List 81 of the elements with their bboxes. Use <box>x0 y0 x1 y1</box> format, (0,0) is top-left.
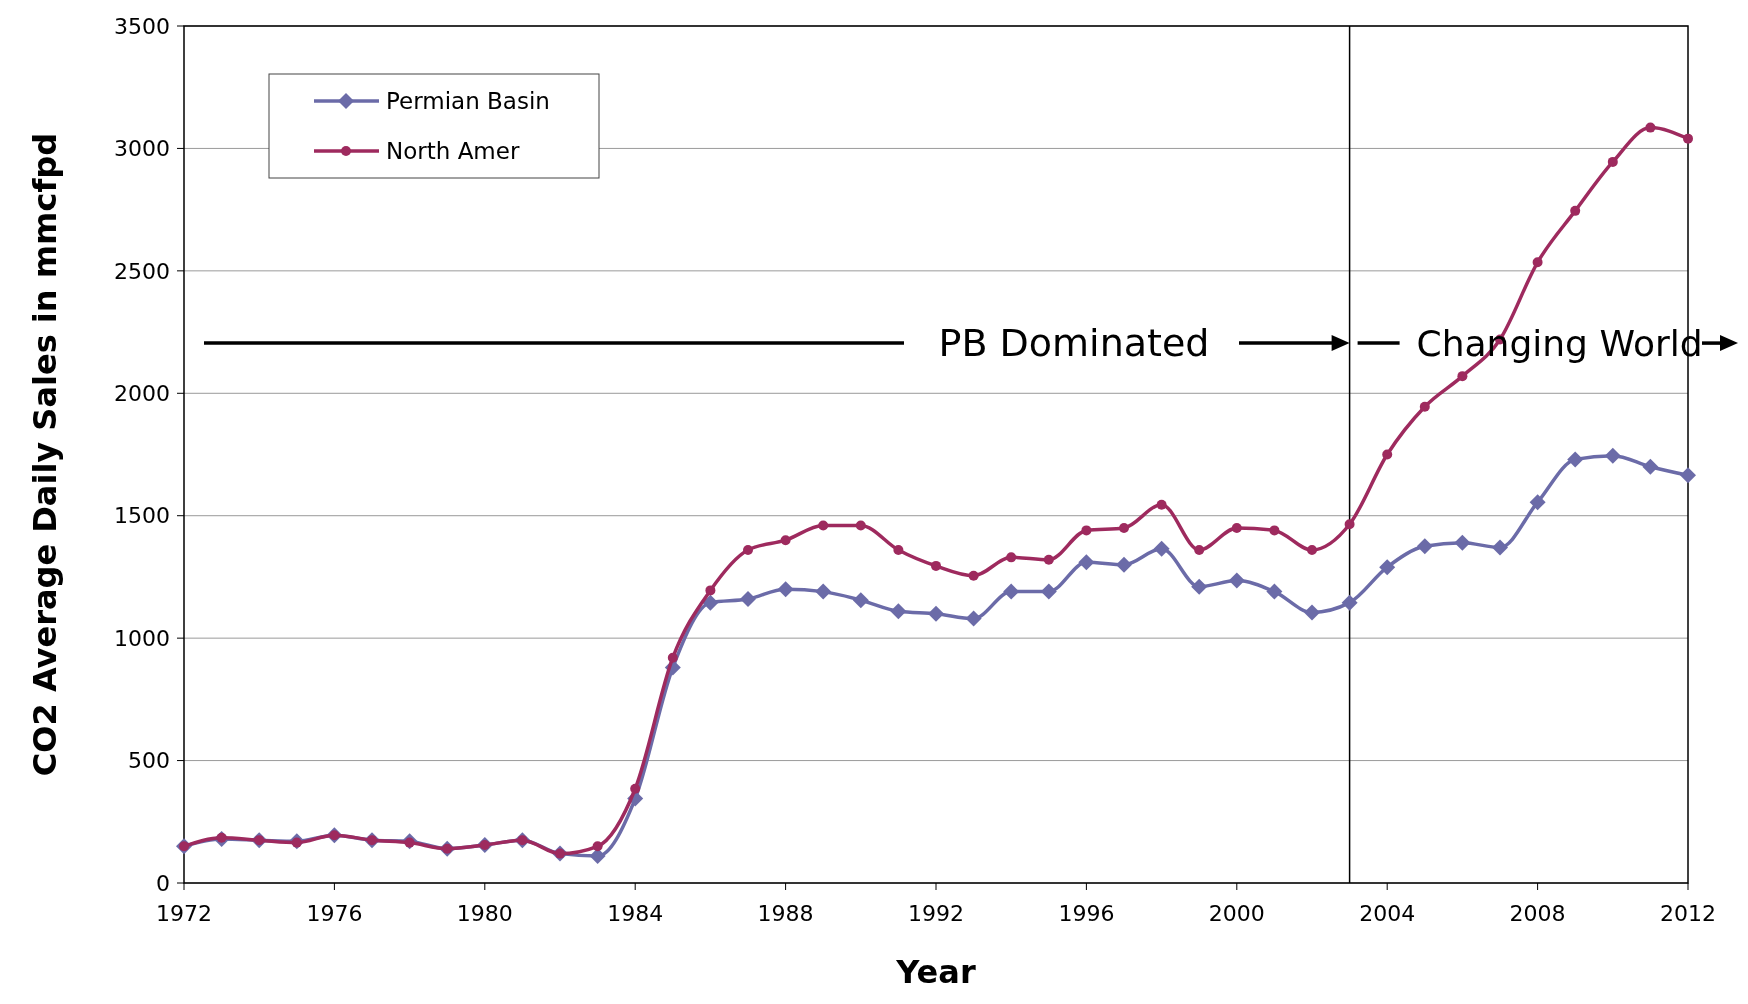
point <box>1341 594 1358 611</box>
point <box>852 592 869 609</box>
point <box>777 581 794 598</box>
point <box>1003 583 1020 600</box>
y-tick-label: 1500 <box>114 503 170 529</box>
x-tick-label: 1992 <box>908 901 964 926</box>
point <box>780 535 791 546</box>
y-tick-label: 2000 <box>114 380 170 406</box>
point <box>592 841 603 852</box>
x-tick-label: 1996 <box>1058 901 1115 926</box>
point <box>630 783 641 794</box>
point <box>1532 257 1543 268</box>
point <box>702 594 719 611</box>
x-tick-label: 2004 <box>1359 901 1416 926</box>
point <box>1379 559 1396 576</box>
point <box>1454 534 1471 551</box>
point <box>743 545 753 555</box>
point <box>1457 371 1468 382</box>
x-tick-label: 1976 <box>306 901 363 926</box>
point <box>1492 539 1508 556</box>
y-tick-label: 3500 <box>114 13 170 39</box>
x-tick-label: 2000 <box>1208 901 1265 926</box>
point <box>1006 552 1017 563</box>
point <box>1344 519 1355 530</box>
y-tick-label: 0 <box>156 870 170 896</box>
point <box>815 583 832 600</box>
point <box>1683 133 1693 144</box>
point <box>1680 467 1696 484</box>
y-axis-title: CO2 Average Daily Sales in mmcfpd <box>26 132 64 777</box>
point <box>1194 545 1205 555</box>
point <box>1078 554 1095 571</box>
point <box>1116 556 1132 573</box>
point <box>1040 583 1057 600</box>
point <box>1043 554 1054 565</box>
y-tick-label: 3000 <box>114 136 170 162</box>
point <box>1228 572 1245 589</box>
annotation: PB Dominated <box>938 321 1210 366</box>
point <box>705 585 716 596</box>
point <box>740 590 756 607</box>
point <box>1307 545 1317 555</box>
point <box>589 848 606 865</box>
point <box>890 603 907 620</box>
point <box>1567 451 1584 468</box>
point <box>1570 205 1581 216</box>
point <box>1266 583 1283 600</box>
legend-label: Permian Basin <box>386 88 550 115</box>
x-tick-label: 1980 <box>456 901 513 926</box>
point <box>1416 538 1433 555</box>
point <box>1191 578 1208 595</box>
point <box>1604 447 1621 464</box>
x-tick-label: 1984 <box>607 901 664 926</box>
x-tick-label: 1972 <box>156 901 212 926</box>
point <box>928 605 944 622</box>
point <box>1119 522 1129 533</box>
point <box>1156 499 1167 510</box>
point <box>965 610 982 627</box>
point <box>893 545 904 555</box>
point <box>931 560 941 571</box>
y-tick-label: 2500 <box>114 258 170 284</box>
point <box>818 520 829 531</box>
point <box>1645 122 1656 133</box>
legend-label: North Amer <box>386 138 520 165</box>
point <box>1642 458 1659 475</box>
point <box>1153 540 1170 557</box>
y-tick-label: 500 <box>128 748 170 774</box>
point <box>1529 494 1546 511</box>
point <box>667 652 678 663</box>
x-tick-label: 2012 <box>1660 901 1716 926</box>
point <box>1081 525 1092 536</box>
point <box>1607 156 1618 167</box>
x-axis-title: Year <box>895 953 976 991</box>
point <box>1269 525 1280 536</box>
x-tick-label: 1988 <box>757 901 814 926</box>
point <box>1382 449 1393 460</box>
point <box>968 570 979 581</box>
point <box>855 520 866 531</box>
point <box>1419 401 1430 412</box>
y-tick-label: 1000 <box>114 625 170 651</box>
point <box>1231 522 1242 533</box>
point <box>1304 604 1320 621</box>
x-tick-label: 2008 <box>1509 901 1566 926</box>
